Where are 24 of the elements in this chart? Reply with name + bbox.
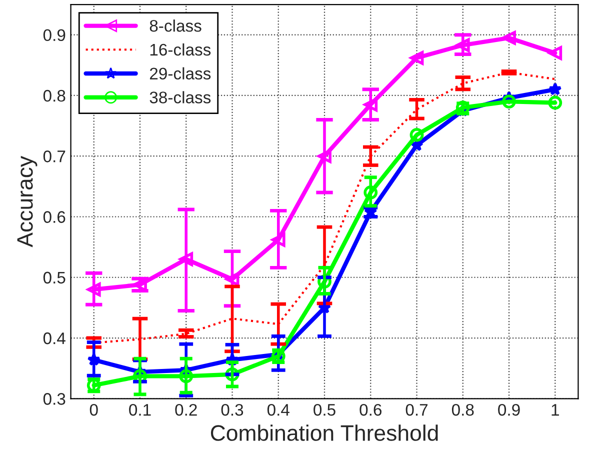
x-tick-label: 0.1	[129, 404, 151, 416]
legend-label: 29-class	[150, 67, 211, 80]
y-tick-label: 0.6	[43, 211, 66, 223]
y-tick-label: 0.8	[43, 90, 66, 102]
x-axis-title: Combination Threshold	[210, 424, 438, 441]
legend-label: 8-class	[150, 20, 202, 32]
x-tick-label: 0.2	[175, 404, 197, 416]
legend-label: 16-class	[150, 43, 211, 56]
x-tick-label: 0.9	[498, 404, 520, 416]
y-tick-label: 0.4	[43, 332, 66, 344]
x-tick-label: 0.6	[360, 404, 382, 416]
x-tick-label: 0.4	[267, 404, 290, 416]
y-tick-label: 0.7	[43, 150, 66, 162]
x-tick-label: 0.3	[221, 404, 244, 416]
y-tick-label: 0.9	[43, 29, 66, 42]
x-tick-label: 1	[552, 404, 559, 416]
y-tick-label: 0.3	[43, 393, 66, 405]
x-tick-label: 0.8	[452, 404, 474, 416]
x-tick-label: 0.7	[406, 404, 428, 416]
legend-label: 38-class	[150, 91, 211, 104]
x-tick-label: 0	[90, 404, 98, 416]
y-tick-label: 0.5	[43, 272, 66, 284]
x-tick-label: 0.5	[314, 404, 336, 416]
y-axis-title: Accuracy	[17, 156, 38, 248]
